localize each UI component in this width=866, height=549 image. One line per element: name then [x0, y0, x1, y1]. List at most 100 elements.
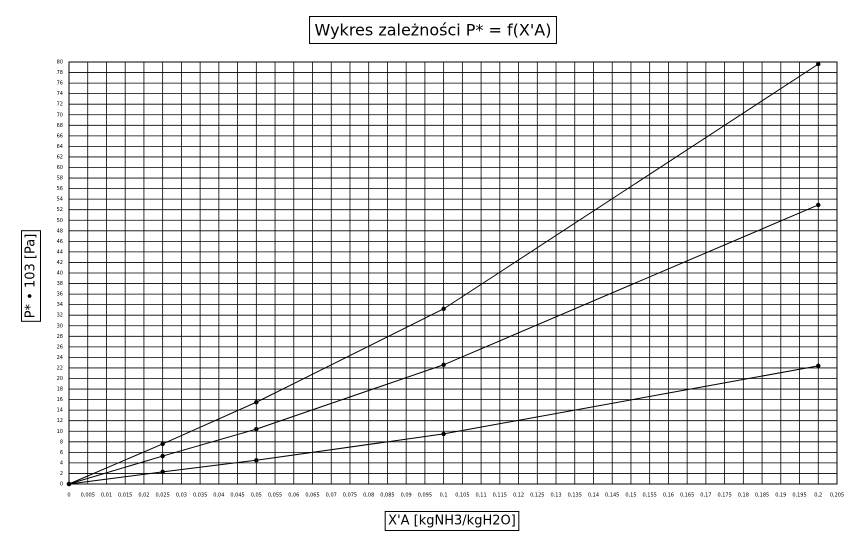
- data-point: [441, 362, 446, 367]
- y-tick-label: 68: [57, 123, 63, 129]
- x-tick-label: 0,105: [455, 493, 469, 499]
- chart-title: Wykres zależności P* = f(X'A): [315, 21, 552, 40]
- y-tick-label: 52: [57, 207, 63, 213]
- x-tick-label: 0: [67, 493, 70, 499]
- y-tick-label: 28: [57, 334, 63, 340]
- x-tick-label: 0,155: [643, 493, 657, 499]
- x-tick-label: 0,01: [101, 493, 112, 499]
- y-tick-label: 34: [57, 302, 63, 308]
- y-tick-label: 66: [57, 133, 63, 139]
- data-point: [816, 363, 821, 369]
- x-axis-label: X'A [kgNH3/kgH2O]: [388, 514, 516, 529]
- x-tick-label: 0,18: [738, 493, 749, 499]
- y-tick-label: 2: [60, 471, 63, 477]
- data-point: [816, 202, 821, 208]
- y-tick-label: 4: [60, 460, 63, 466]
- y-tick-label: 64: [57, 144, 63, 150]
- x-tick-label: 0,085: [380, 493, 394, 499]
- y-tick-label: 70: [57, 112, 63, 118]
- y-tick-label: 78: [57, 70, 63, 76]
- y-tick-label: 56: [57, 186, 63, 192]
- y-tick-label: 58: [57, 176, 63, 182]
- y-tick-label: 6: [60, 450, 63, 456]
- x-tick-label: 0,005: [81, 493, 95, 499]
- y-tick-label: 48: [57, 228, 63, 234]
- data-point: [441, 306, 446, 312]
- y-tick-label: 80: [57, 60, 63, 66]
- y-tick-label: 26: [57, 344, 63, 350]
- x-tick-label: 0,17: [700, 493, 711, 499]
- y-label-box: [21, 230, 41, 322]
- x-tick-label: 0,06: [288, 493, 299, 499]
- x-tick-label: 0,115: [493, 493, 507, 499]
- data-point: [160, 469, 165, 475]
- data-point: [66, 481, 72, 487]
- x-tick-label: 0,065: [305, 493, 319, 499]
- x-tick-label: 0,035: [193, 493, 207, 499]
- x-tick-label: 0,195: [792, 493, 806, 499]
- y-tick-label: 46: [57, 239, 63, 245]
- x-tick-label: 0,1: [440, 493, 448, 499]
- x-tick-label: 0,075: [343, 493, 357, 499]
- x-tick-label: 0,045: [230, 493, 244, 499]
- data-point: [254, 458, 259, 463]
- y-tick-label: 18: [57, 387, 63, 393]
- data-point: [160, 453, 165, 459]
- x-tick-label: 0,205: [830, 493, 844, 499]
- x-tick-label: 0,055: [268, 493, 282, 499]
- y-tick-label: 30: [57, 323, 63, 329]
- x-tick-label: 0,03: [176, 493, 187, 499]
- y-tick-label: 0: [60, 482, 63, 488]
- y-tick-label: 24: [57, 355, 63, 361]
- y-tick-label: 38: [57, 281, 63, 287]
- x-tick-label: 0,08: [363, 493, 374, 499]
- y-tick-label: 44: [57, 249, 63, 255]
- x-tick-label: 0,165: [680, 493, 694, 499]
- y-tick-label: 40: [57, 271, 63, 277]
- data-point: [441, 431, 446, 437]
- x-tick-label: 0,04: [213, 493, 224, 499]
- y-tick-label: 74: [57, 91, 63, 97]
- data-point: [160, 441, 165, 447]
- y-tick-label: 10: [57, 429, 63, 435]
- x-tick-label: 0,16: [663, 493, 674, 499]
- x-tick-label: 0,2: [814, 493, 822, 499]
- x-tick-label: 0,135: [568, 493, 582, 499]
- y-tick-label: 76: [57, 81, 63, 87]
- y-tick-label: 54: [57, 197, 63, 203]
- x-tick-label: 0,015: [118, 493, 132, 499]
- x-tick-label: 0,11: [476, 493, 487, 499]
- y-tick-label: 16: [57, 397, 63, 403]
- x-tick-label: 0,05: [251, 493, 262, 499]
- x-tick-label: 0,175: [717, 493, 731, 499]
- y-tick-label: 72: [57, 102, 63, 108]
- y-tick-label: 22: [57, 365, 63, 371]
- x-tick-label: 0,185: [755, 493, 769, 499]
- x-tick-label: 0,07: [326, 493, 337, 499]
- x-tick-label: 0,145: [605, 493, 619, 499]
- x-tick-label: 0,14: [588, 493, 599, 499]
- x-label-box: [384, 511, 520, 531]
- x-tick-label: 0,125: [530, 493, 544, 499]
- y-tick-label: 50: [57, 218, 63, 224]
- y-tick-label: 14: [57, 408, 63, 414]
- x-tick-label: 0,09: [401, 493, 412, 499]
- title-box: [309, 16, 557, 44]
- y-tick-label: 60: [57, 165, 63, 171]
- data-point: [254, 400, 259, 405]
- y-tick-label: 8: [60, 439, 63, 445]
- y-tick-label: 42: [57, 260, 63, 266]
- y-tick-label: 62: [57, 154, 63, 160]
- x-tick-label: 0,02: [138, 493, 149, 499]
- y-axis-label: P* • 103 [Pa]: [24, 234, 39, 319]
- data-point: [254, 426, 259, 432]
- x-tick-label: 0,13: [550, 493, 561, 499]
- x-tick-label: 0,12: [513, 493, 524, 499]
- y-tick-label: 32: [57, 313, 63, 319]
- x-tick-label: 0,025: [155, 493, 169, 499]
- x-tick-label: 0,095: [418, 493, 432, 499]
- data-point: [816, 61, 821, 67]
- x-tick-label: 0,15: [625, 493, 636, 499]
- y-tick-label: 20: [57, 376, 63, 382]
